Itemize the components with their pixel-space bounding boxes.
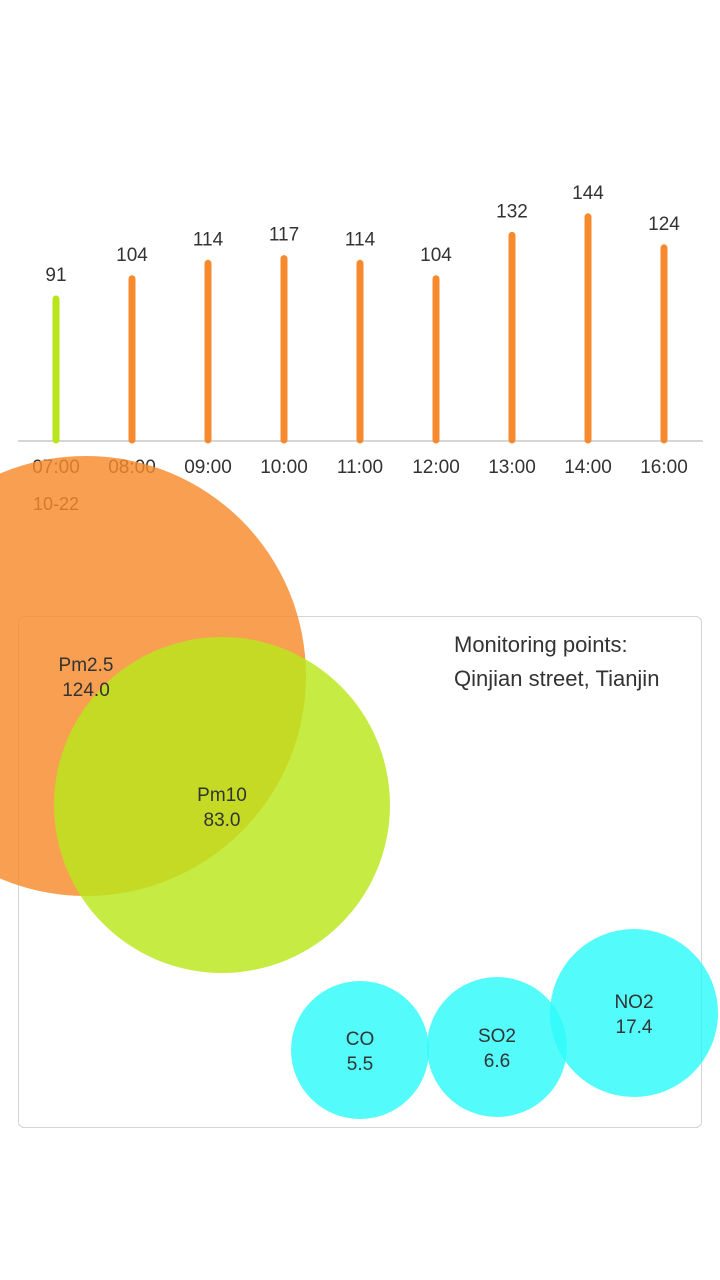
bubble-name-label: CO bbox=[346, 1029, 375, 1050]
bubble-name-label: Pm2.5 bbox=[59, 655, 114, 676]
bubble-co[interactable] bbox=[291, 981, 429, 1119]
bar-value-label: 104 bbox=[116, 245, 148, 266]
bubble-so2[interactable] bbox=[427, 977, 567, 1117]
time-tick-label: 13:00 bbox=[488, 457, 536, 478]
time-tick-label: 16:00 bbox=[640, 457, 688, 478]
bubble-value-label: 6.6 bbox=[484, 1051, 510, 1072]
bubble-value-label: 83.0 bbox=[204, 810, 241, 831]
bubble-pm10[interactable] bbox=[54, 637, 390, 973]
bubble-value-label: 124.0 bbox=[62, 680, 110, 701]
bar-value-label: 124 bbox=[648, 214, 680, 235]
bubble-name-label: Pm10 bbox=[197, 785, 247, 806]
bar-value-label: 117 bbox=[269, 225, 299, 246]
bar-value-label: 114 bbox=[345, 229, 376, 250]
bubble-name-label: NO2 bbox=[614, 992, 653, 1013]
time-tick-label: 12:00 bbox=[412, 457, 460, 478]
time-tick-label: 11:00 bbox=[337, 457, 383, 478]
time-tick-label: 14:00 bbox=[564, 457, 612, 478]
time-tick-label: 10:00 bbox=[260, 457, 308, 478]
bars-layer bbox=[52, 213, 668, 444]
bubbles-layer: Pm2.5 124.0 Pm10 83.0 CO 5.5 SO2 6.6 NO2 17.4 bbox=[0, 456, 718, 1119]
time-tick-label: 09:00 bbox=[184, 457, 232, 478]
bar-value-label: 132 bbox=[496, 201, 528, 222]
bubble-value-label: 5.5 bbox=[347, 1054, 373, 1075]
bar-value-label: 114 bbox=[193, 229, 224, 250]
monitoring-points-heading: Monitoring points: bbox=[454, 632, 628, 657]
bubble-value-label: 17.4 bbox=[616, 1017, 653, 1038]
bar-value-label: 91 bbox=[45, 265, 66, 286]
bubble-name-label: SO2 bbox=[478, 1026, 516, 1047]
monitoring-location: Qinjian street, Tianjin bbox=[454, 666, 659, 691]
bubble-no2[interactable] bbox=[550, 929, 718, 1097]
bar-value-label: 144 bbox=[572, 183, 604, 204]
bar-value-label: 104 bbox=[420, 245, 452, 266]
